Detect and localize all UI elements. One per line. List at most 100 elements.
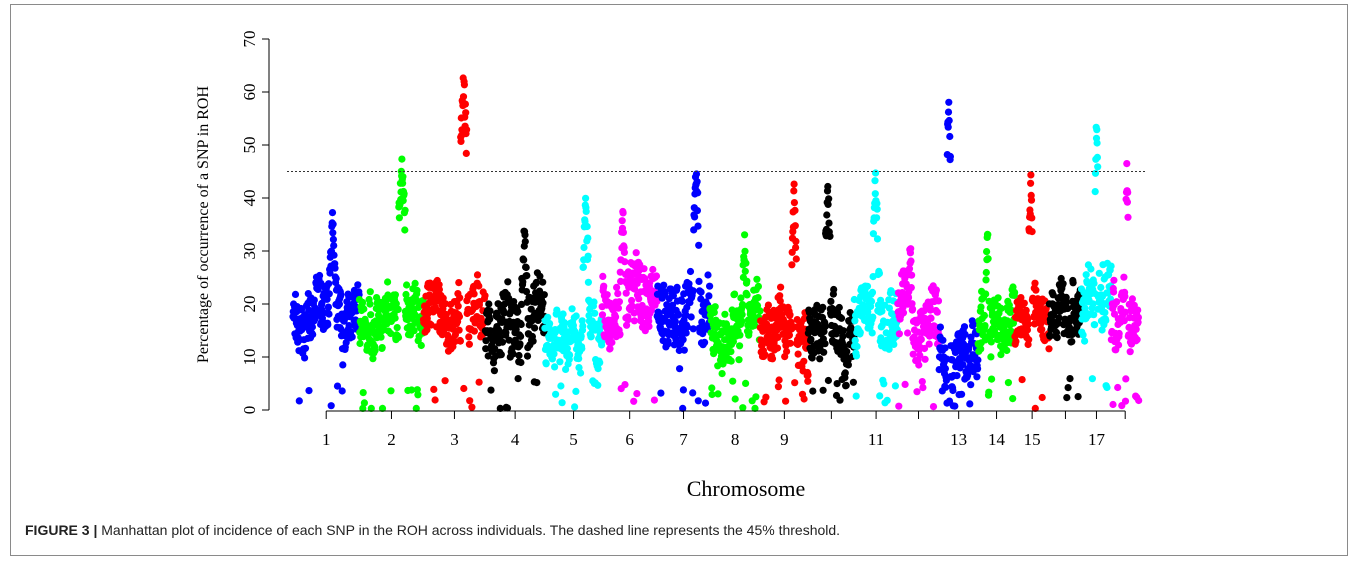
x-axis: 1 2 3 4 5 6 7 8 9 11 13 14 15 17 bbox=[322, 410, 1126, 449]
snp-point bbox=[345, 322, 353, 330]
snp-point bbox=[905, 265, 914, 273]
snp-point bbox=[291, 290, 300, 298]
snp-point bbox=[562, 365, 570, 373]
snp-point bbox=[546, 320, 554, 328]
snp-point bbox=[1003, 346, 1011, 355]
snp-point bbox=[1045, 345, 1053, 353]
snp-point bbox=[768, 355, 777, 363]
snp-point bbox=[895, 330, 904, 338]
snp-point bbox=[387, 387, 395, 395]
snp-point bbox=[540, 291, 548, 299]
snp-point bbox=[360, 399, 368, 407]
y-tick-label: 50 bbox=[240, 137, 259, 154]
snp-point bbox=[473, 271, 482, 279]
snp-point bbox=[671, 317, 679, 325]
snp-point bbox=[628, 296, 636, 305]
y-tick-label: 10 bbox=[240, 349, 259, 366]
snp-point bbox=[904, 329, 912, 337]
snp-point bbox=[1004, 379, 1013, 387]
figure-caption-text: Manhattan plot of incidence of each SNP … bbox=[101, 522, 841, 538]
chromosome-points-10 bbox=[804, 182, 858, 404]
snp-point bbox=[624, 316, 632, 324]
snp-point bbox=[695, 241, 703, 249]
snp-point bbox=[430, 385, 438, 393]
snp-point bbox=[961, 330, 969, 338]
snp-point bbox=[785, 331, 794, 339]
snp-point bbox=[919, 384, 927, 392]
snp-point bbox=[926, 306, 935, 314]
snp-point bbox=[695, 277, 703, 285]
x-tick-label: 8 bbox=[731, 430, 740, 449]
snp-point bbox=[833, 380, 841, 388]
snp-point bbox=[739, 404, 747, 412]
snp-point bbox=[876, 392, 884, 400]
snp-point bbox=[1028, 214, 1036, 222]
snp-point bbox=[470, 327, 478, 335]
snp-point bbox=[516, 340, 524, 348]
snp-point bbox=[788, 261, 796, 269]
snp-point bbox=[413, 286, 421, 294]
snp-point bbox=[1087, 265, 1095, 273]
snp-point bbox=[512, 325, 520, 334]
snp-point bbox=[731, 395, 739, 403]
snp-point bbox=[441, 300, 449, 308]
snp-point bbox=[754, 282, 763, 290]
snp-point bbox=[824, 376, 833, 385]
snp-point bbox=[417, 341, 425, 350]
snp-point bbox=[753, 275, 761, 283]
snp-point bbox=[920, 344, 929, 353]
snp-point bbox=[982, 268, 990, 277]
snp-point bbox=[329, 220, 337, 228]
snp-point bbox=[664, 337, 672, 345]
snp-point bbox=[1089, 300, 1097, 308]
snp-point bbox=[873, 235, 882, 243]
snp-point bbox=[1121, 292, 1129, 300]
snp-point bbox=[521, 237, 529, 246]
figure-caption: FIGURE 3 | Manhattan plot of incidence o… bbox=[25, 522, 1335, 538]
snp-point bbox=[1095, 269, 1103, 277]
chromosome-points-13 bbox=[935, 98, 982, 410]
snp-point bbox=[310, 296, 318, 304]
snp-point bbox=[994, 294, 1002, 302]
x-tick-label: 11 bbox=[868, 430, 884, 449]
snp-point bbox=[465, 333, 473, 341]
snp-point bbox=[686, 267, 695, 276]
snp-point bbox=[934, 297, 943, 305]
snp-point bbox=[982, 290, 990, 298]
snp-point bbox=[633, 390, 641, 398]
snp-point bbox=[997, 351, 1005, 359]
snp-point bbox=[944, 123, 952, 131]
snp-point bbox=[579, 263, 588, 271]
snp-point bbox=[582, 207, 590, 215]
snp-point bbox=[487, 386, 495, 394]
snp-point bbox=[849, 378, 858, 386]
snp-point bbox=[868, 329, 876, 337]
snp-point bbox=[701, 399, 710, 407]
snp-point bbox=[916, 351, 924, 359]
snp-point bbox=[790, 187, 798, 195]
snp-point bbox=[869, 313, 877, 321]
snp-point bbox=[612, 313, 620, 321]
snp-point bbox=[1055, 314, 1063, 322]
snp-point bbox=[505, 336, 513, 344]
snp-point bbox=[456, 337, 464, 345]
snp-point bbox=[585, 311, 593, 320]
snp-point bbox=[782, 397, 790, 405]
snp-point bbox=[683, 323, 692, 331]
snp-point bbox=[366, 300, 374, 308]
snp-point bbox=[598, 311, 607, 319]
snp-point bbox=[1110, 276, 1118, 284]
x-tick-label: 13 bbox=[950, 430, 967, 449]
x-tick-label: 1 bbox=[322, 430, 331, 449]
snp-point bbox=[558, 399, 566, 407]
snp-point bbox=[584, 252, 592, 260]
snp-point bbox=[520, 256, 528, 264]
snp-point bbox=[762, 393, 770, 401]
snp-point bbox=[356, 339, 364, 348]
snp-point bbox=[401, 206, 409, 214]
snp-point bbox=[1028, 228, 1036, 236]
snp-point bbox=[1126, 348, 1134, 356]
snp-point bbox=[692, 170, 701, 178]
chromosome-points-17 bbox=[1077, 123, 1115, 392]
snp-point bbox=[387, 329, 395, 338]
